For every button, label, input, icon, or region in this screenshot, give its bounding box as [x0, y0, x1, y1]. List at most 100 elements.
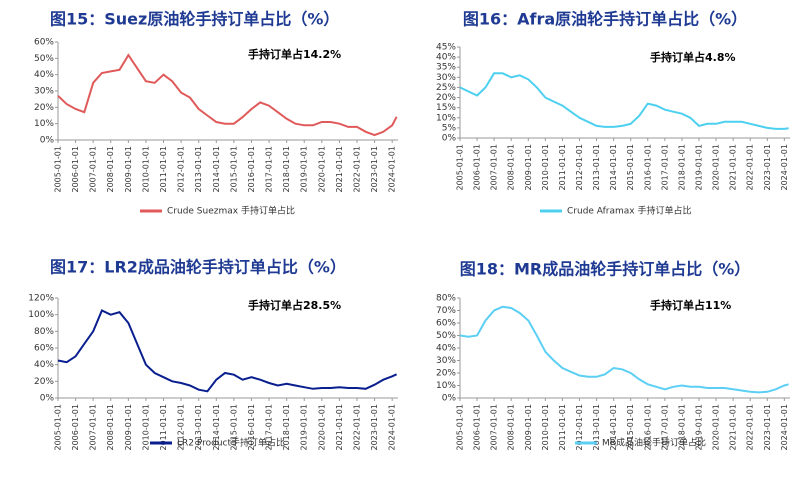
x-tick-label: 2013-01-01 [194, 404, 203, 451]
y-tick-label: 25% [436, 83, 456, 93]
chart-title: 图17：LR2成品油轮手持订单占比（%） [50, 258, 346, 277]
x-tick-label: 2010-01-01 [141, 404, 150, 451]
y-tick-label: 120% [28, 294, 54, 304]
x-tick-label: 2005-01-01 [456, 144, 465, 191]
x-tick-label: 2024-01-01 [780, 144, 789, 191]
x-tick-label: 2013-01-01 [592, 404, 601, 451]
x-tick-label: 2015-01-01 [229, 404, 238, 451]
x-tick-label: 2013-01-01 [592, 144, 601, 191]
x-tick-label: 2024-01-01 [780, 404, 789, 451]
x-tick-label: 2014-01-01 [212, 404, 221, 451]
y-tick-label: 0% [442, 134, 457, 144]
x-tick-label: 2005-01-01 [54, 146, 63, 193]
y-tick-label: 20% [436, 369, 456, 379]
x-tick-label: 2020-01-01 [317, 404, 326, 451]
x-tick-label: 2020-01-01 [712, 144, 721, 191]
x-tick-label: 2022-01-01 [353, 404, 362, 451]
x-tick-label: 2011-01-01 [558, 144, 567, 191]
x-tick-label: 2006-01-01 [473, 404, 482, 451]
y-tick-label: 35% [436, 63, 456, 73]
x-tick-label: 2007-01-01 [490, 144, 499, 191]
line-series [57, 309, 398, 393]
x-tick-label: 2008-01-01 [507, 144, 516, 191]
x-tick-label: 2020-01-01 [317, 146, 326, 193]
x-tick-label: 2006-01-01 [473, 144, 482, 191]
y-tick-label: 10% [436, 113, 456, 123]
annotation: 手持订单占4.8% [650, 50, 736, 64]
x-tick-label: 2023-01-01 [370, 146, 379, 193]
y-tick-label: 20% [34, 103, 54, 113]
legend-label: MR成品油轮手持订单占比 [602, 437, 706, 449]
annotation: 手持订单占28.5% [248, 298, 341, 312]
x-tick-label: 2021-01-01 [335, 146, 344, 193]
x-tick-label: 2011-01-01 [558, 404, 567, 451]
x-tick-label: 2018-01-01 [677, 404, 686, 451]
chart-title: 图18：MR成品油轮手持订单占比（%） [460, 260, 751, 279]
x-tick-label: 2010-01-01 [541, 144, 550, 191]
x-tick-label: 2006-01-01 [71, 404, 80, 451]
x-tick-label: 2016-01-01 [247, 404, 256, 451]
y-tick-label: 45% [436, 43, 456, 53]
x-tick-label: 2012-01-01 [177, 404, 186, 451]
line-series [459, 72, 789, 130]
x-tick-label: 2022-01-01 [746, 144, 755, 191]
chart-title: 图15：Suez原油轮手持订单占比（%） [50, 10, 339, 29]
y-tick-label: 20% [436, 93, 456, 103]
y-tick-label: 0% [442, 394, 457, 404]
annotation: 手持订单占11% [650, 298, 731, 312]
x-tick-label: 2012-01-01 [575, 404, 584, 451]
y-tick-label: 60% [34, 38, 54, 48]
x-tick-label: 2019-01-01 [694, 144, 703, 191]
y-tick-label: 20% [34, 377, 54, 387]
x-tick-label: 2019-01-01 [300, 146, 309, 193]
x-tick-label: 2014-01-01 [212, 146, 221, 193]
x-tick-label: 2012-01-01 [177, 146, 186, 193]
y-tick-label: 30% [34, 87, 54, 97]
legend-label: LR2 Product手持订单占比 [177, 437, 285, 449]
y-tick-label: 100% [28, 310, 54, 320]
x-tick-label: 2008-01-01 [106, 404, 115, 451]
y-tick-label: 40% [436, 344, 456, 354]
x-tick-label: 2018-01-01 [282, 146, 291, 193]
y-tick-label: 80% [34, 327, 54, 337]
x-tick-label: 2008-01-01 [106, 146, 115, 193]
y-tick-label: 70% [436, 306, 456, 316]
x-tick-label: 2009-01-01 [124, 146, 133, 193]
y-tick-label: 40% [34, 360, 54, 370]
y-tick-label: 0% [40, 136, 55, 146]
x-tick-label: 2019-01-01 [300, 404, 309, 451]
y-tick-label: 60% [34, 344, 54, 354]
x-tick-label: 2012-01-01 [575, 144, 584, 191]
y-tick-label: 10% [436, 381, 456, 391]
x-tick-label: 2009-01-01 [124, 404, 133, 451]
x-tick-label: 2016-01-01 [643, 404, 652, 451]
y-tick-label: 30% [436, 73, 456, 83]
x-tick-label: 2007-01-01 [490, 404, 499, 451]
x-tick-label: 2024-01-01 [388, 146, 397, 193]
y-tick-label: 10% [34, 119, 54, 129]
y-tick-label: 40% [436, 53, 456, 63]
y-tick-label: 5% [442, 123, 457, 133]
line-series [459, 305, 789, 394]
y-tick-label: 0% [40, 394, 55, 404]
x-tick-label: 2011-01-01 [159, 146, 168, 193]
x-tick-label: 2015-01-01 [626, 144, 635, 191]
legend-label: Crude Aframax 手持订单占比 [567, 205, 692, 217]
x-tick-label: 2010-01-01 [541, 404, 550, 451]
x-tick-label: 2016-01-01 [643, 144, 652, 191]
x-tick-label: 2014-01-01 [609, 404, 618, 451]
x-tick-label: 2020-01-01 [712, 404, 721, 451]
x-tick-label: 2006-01-01 [71, 146, 80, 193]
chart-title: 图16：Afra原油轮手持订单占比（%） [463, 10, 747, 29]
x-tick-label: 2005-01-01 [54, 404, 63, 451]
y-tick-label: 15% [436, 103, 456, 113]
annotation: 手持订单占14.2% [248, 47, 341, 61]
x-tick-label: 2014-01-01 [609, 144, 618, 191]
x-tick-label: 2016-01-01 [247, 146, 256, 193]
x-tick-label: 2005-01-01 [456, 404, 465, 451]
y-tick-label: 40% [34, 70, 54, 80]
x-tick-label: 2019-01-01 [694, 404, 703, 451]
x-tick-label: 2018-01-01 [282, 404, 291, 451]
x-tick-label: 2008-01-01 [507, 404, 516, 451]
